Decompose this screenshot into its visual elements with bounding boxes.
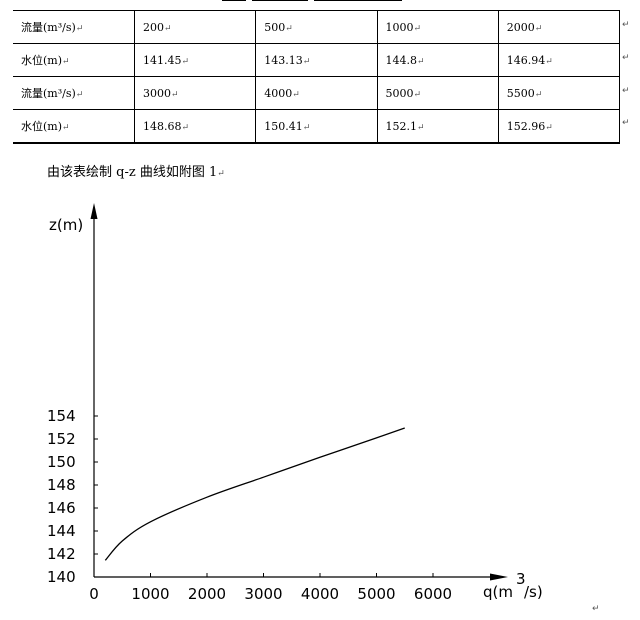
y-tick-label: 150 <box>47 453 76 471</box>
paragraph-mark: ↵ <box>171 89 179 100</box>
row-label: 流量(m³/s) <box>21 87 76 100</box>
value-cell: 152.1↵ <box>376 109 499 144</box>
paragraph-mark: ↵ <box>534 23 543 34</box>
cell-value: 200 <box>143 20 164 34</box>
row-label: 水位(m) <box>21 54 63 67</box>
y-tick-label: 148 <box>47 476 76 494</box>
cell-value: 146.94 <box>506 53 546 67</box>
value-cell: 152.96↵ <box>497 109 621 144</box>
paragraph-mark: ↵ <box>417 122 425 133</box>
value-cell: 500↵ <box>255 10 378 44</box>
table-row: 水位(m)↵ 148.68↵ 150.41↵ 152.1↵ 152.96↵ <box>13 109 621 144</box>
paragraph-mark: ↵ <box>62 123 70 133</box>
value-cell: 144.8↵ <box>376 43 499 77</box>
cell-value: 143.13 <box>264 53 303 67</box>
paragraph-mark: ↵ <box>413 23 422 34</box>
cell-value: 2000 <box>506 20 535 34</box>
value-cell: 5000↵ <box>376 76 499 110</box>
paragraph-mark: ↵ <box>302 122 311 133</box>
row-label-cell: 流量(m³/s)↵ <box>13 10 135 44</box>
value-cell: 1000↵ <box>376 10 499 44</box>
x-tick-label: 5000 <box>357 585 395 603</box>
cell-value: 148.68 <box>143 119 182 133</box>
y-tick-label: 142 <box>47 545 76 563</box>
cell-value: 152.1 <box>385 119 418 133</box>
cell-value: 4000 <box>264 86 293 100</box>
paragraph-mark: ↵ <box>545 56 553 67</box>
value-cell: 150.41↵ <box>255 109 378 144</box>
paragraph-mark: ↵ <box>217 169 225 179</box>
cell-value: 150.41 <box>264 119 303 133</box>
value-cell: 143.13↵ <box>255 43 378 77</box>
cell-value: 144.8 <box>385 53 418 67</box>
table-row: 水位(m)↵ 141.45↵ 143.13↵ 144.8↵ 146.94↵ <box>13 43 621 77</box>
cell-value: 1000 <box>385 20 414 34</box>
value-cell: 2000↵ <box>497 10 621 44</box>
cell-value: 3000 <box>143 86 171 100</box>
paragraph-mark: ↵ <box>302 56 311 67</box>
cell-value: 500 <box>264 20 286 34</box>
table-row: 流量(m³/s)↵ 200↵ 500↵ 1000↵ 2000↵ <box>13 10 621 44</box>
paragraph-mark: ↵ <box>545 122 553 133</box>
paragraph-mark: ↵ <box>413 89 422 100</box>
y-tick-label: 154 <box>47 407 76 425</box>
cell-value: 152.96 <box>506 119 546 133</box>
paragraph-mark: ↵ <box>534 89 543 100</box>
row-label: 水位(m) <box>21 120 63 133</box>
paragraph-mark: ↵ <box>164 23 172 34</box>
flow-stage-table: 流量(m³/s)↵ 200↵ 500↵ 1000↵ 2000↵ 水位(m)↵ 141.45↵… <box>13 10 621 144</box>
x-tick-label: 2000 <box>188 585 226 603</box>
x-tick-label: 4000 <box>301 585 339 603</box>
value-cell: 4000↵ <box>255 76 378 110</box>
cell-value: 5000 <box>385 86 414 100</box>
table-row: 流量(m³/s)↵ 3000↵ 4000↵ 5000↵ 5500↵ <box>13 76 621 110</box>
x-tick-label: 1000 <box>131 585 169 603</box>
paragraph-mark: ↵ <box>62 57 70 67</box>
paragraph-mark: ↵ <box>292 89 300 100</box>
paragraph-mark: ↵ <box>285 23 293 34</box>
value-cell: 3000↵ <box>133 76 257 110</box>
y-axis-label: z(m) <box>49 216 83 234</box>
end-paragraph-mark: ↵ <box>592 604 600 614</box>
paragraph-mark: ↵ <box>417 56 425 67</box>
x-axis-label-superscript: 3 <box>516 570 526 588</box>
x-tick-label: 3000 <box>244 585 282 603</box>
row-end-mark: ↵ <box>622 85 630 96</box>
chart-axes: z(m) q(m3/s) <box>49 203 543 601</box>
paragraph-mark: ↵ <box>75 90 84 100</box>
value-cell: 146.94↵ <box>497 43 621 77</box>
y-tick-label: 140 <box>47 568 76 586</box>
x-axis-arrow-icon <box>490 573 508 581</box>
row-end-mark: ↵ <box>622 118 630 129</box>
cell-value: 5500 <box>506 86 535 100</box>
paragraph-mark: ↵ <box>181 56 190 67</box>
y-tick-label: 152 <box>47 430 76 448</box>
row-end-mark: ↵ <box>622 20 630 30</box>
x-axis-label-unit: /s) <box>524 583 543 601</box>
row-label-cell: 水位(m)↵ <box>13 109 135 144</box>
q-z-chart: z(m) q(m3/s) 140 142 144 146 148 150 152 154 0 100… <box>47 203 543 603</box>
value-cell: 141.45↵ <box>133 43 257 77</box>
chart-caption: 由该表绘制 q-z 曲线如附图 1↵ <box>47 161 225 180</box>
y-tick-label: 144 <box>47 522 76 540</box>
x-tick-label: 0 <box>89 585 99 603</box>
q-z-curve <box>104 427 405 561</box>
row-label-cell: 水位(m)↵ <box>13 43 135 77</box>
value-cell: 148.68↵ <box>133 109 257 144</box>
value-cell: 5500↵ <box>497 76 621 110</box>
paragraph-mark: ↵ <box>75 24 84 34</box>
row-label: 流量(m³/s) <box>21 21 76 34</box>
cell-value: 141.45 <box>143 53 182 67</box>
paragraph-mark: ↵ <box>181 122 190 133</box>
caption-text: 由该表绘制 q-z 曲线如附图 1 <box>47 165 218 180</box>
y-axis-arrow-icon <box>90 203 98 219</box>
value-cell: 200↵ <box>133 10 257 44</box>
chart-ticks: 140 142 144 146 148 150 152 154 0 1000 2000 3000 400… <box>47 407 452 603</box>
x-tick-label: 6000 <box>414 585 452 603</box>
y-tick-label: 146 <box>47 499 76 517</box>
row-end-mark: ↵ <box>622 52 630 63</box>
x-axis-label: q(m <box>483 583 513 601</box>
truncated-heading <box>222 0 412 5</box>
row-label-cell: 流量(m³/s)↵ <box>13 76 135 110</box>
